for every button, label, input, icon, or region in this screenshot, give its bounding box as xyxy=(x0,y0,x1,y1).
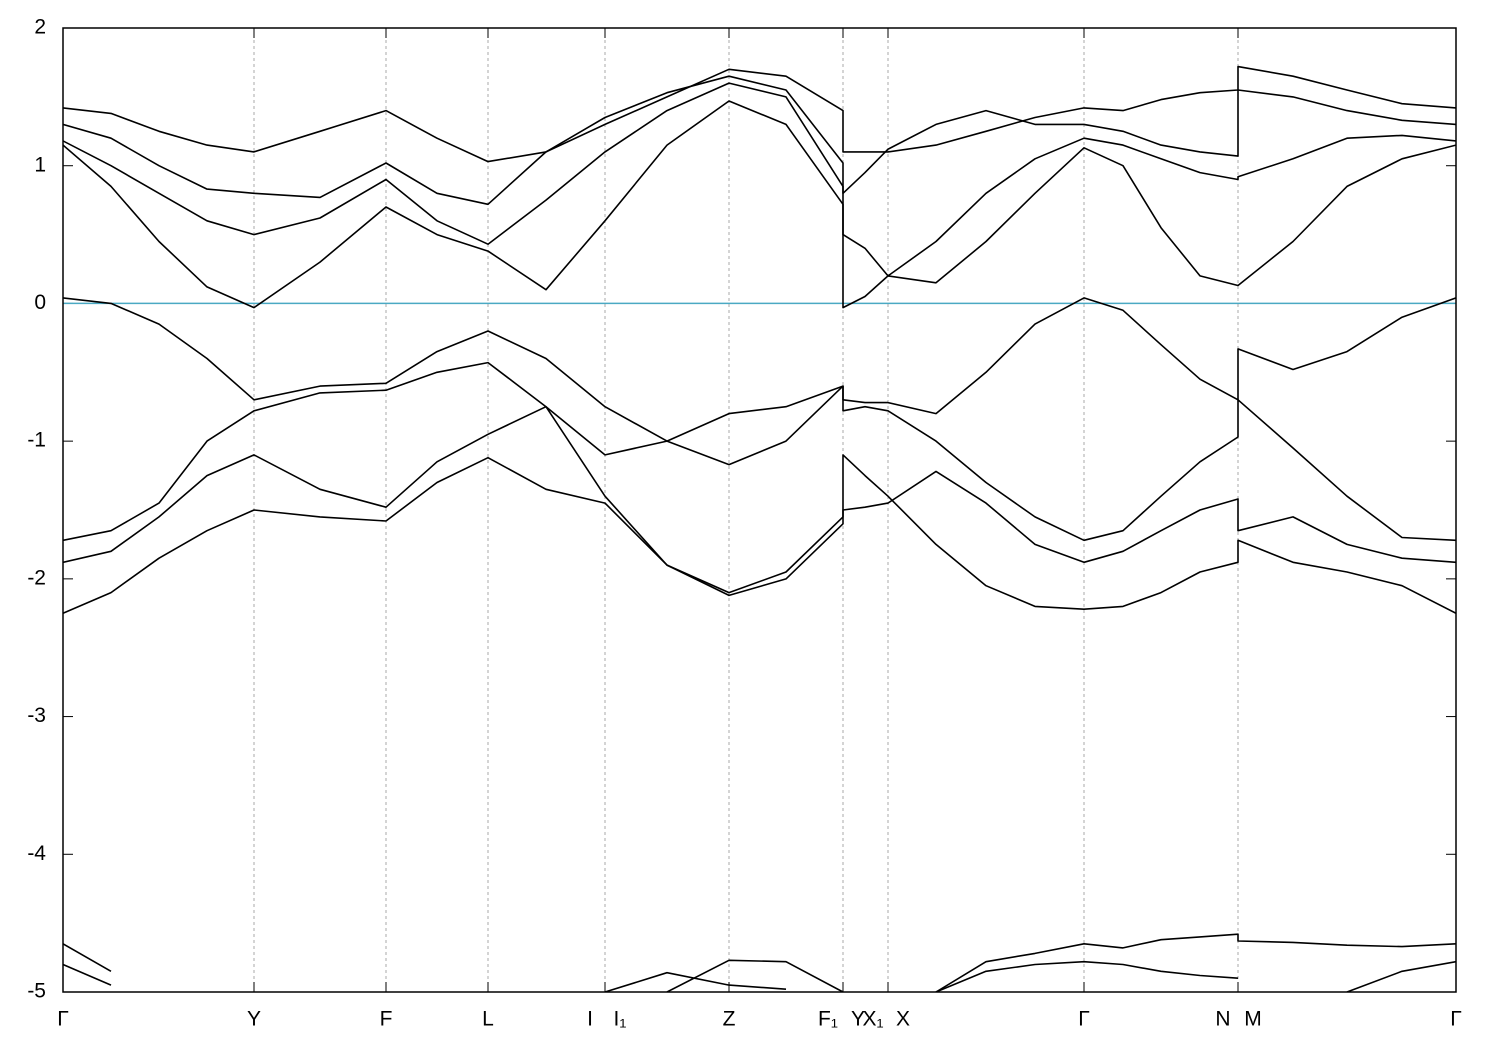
x-tick-label: L xyxy=(482,1008,494,1031)
x-tick-label: Y xyxy=(247,1008,261,1031)
y-tick-label: -3 xyxy=(27,704,46,727)
x-tick-label: Γ xyxy=(57,1008,69,1031)
band-line xyxy=(63,456,1456,615)
plot-frame xyxy=(62,27,1457,993)
band-line xyxy=(63,75,1456,206)
band-line xyxy=(63,959,1456,992)
x-tick-label: Y xyxy=(851,1008,865,1031)
bands xyxy=(63,65,1456,992)
x-tick-label: F xyxy=(380,1008,393,1031)
band-line xyxy=(63,100,1456,309)
y-tick-label: -2 xyxy=(27,566,46,589)
x-tick-label: I xyxy=(587,1008,593,1031)
x-tick-label: M xyxy=(1244,1008,1262,1031)
band-line xyxy=(63,82,1456,277)
y-tick-label: 1 xyxy=(34,153,46,176)
band-line xyxy=(63,297,1456,466)
x-tick-label: Γ xyxy=(1078,1008,1090,1031)
x-tick-label: Γ xyxy=(1450,1008,1462,1031)
band-line xyxy=(63,405,1456,615)
band-line xyxy=(63,65,1456,163)
x-tick-label: X₁ xyxy=(862,1008,883,1031)
x-tick-label: N xyxy=(1215,1008,1230,1031)
band-line xyxy=(63,933,1456,992)
y-tick-label: -5 xyxy=(27,980,46,1003)
x-tick-label: Z xyxy=(723,1008,736,1031)
band-line xyxy=(63,361,1456,542)
y-tick-label: -1 xyxy=(27,429,46,452)
y-tick-label: 2 xyxy=(34,16,46,39)
x-tick-label: F₁ xyxy=(818,1008,838,1031)
y-tick-label: 0 xyxy=(34,291,46,314)
x-tick-label: I₁ xyxy=(614,1008,627,1031)
y-tick-label: -4 xyxy=(27,842,46,865)
x-tick-label: X xyxy=(896,1008,910,1031)
